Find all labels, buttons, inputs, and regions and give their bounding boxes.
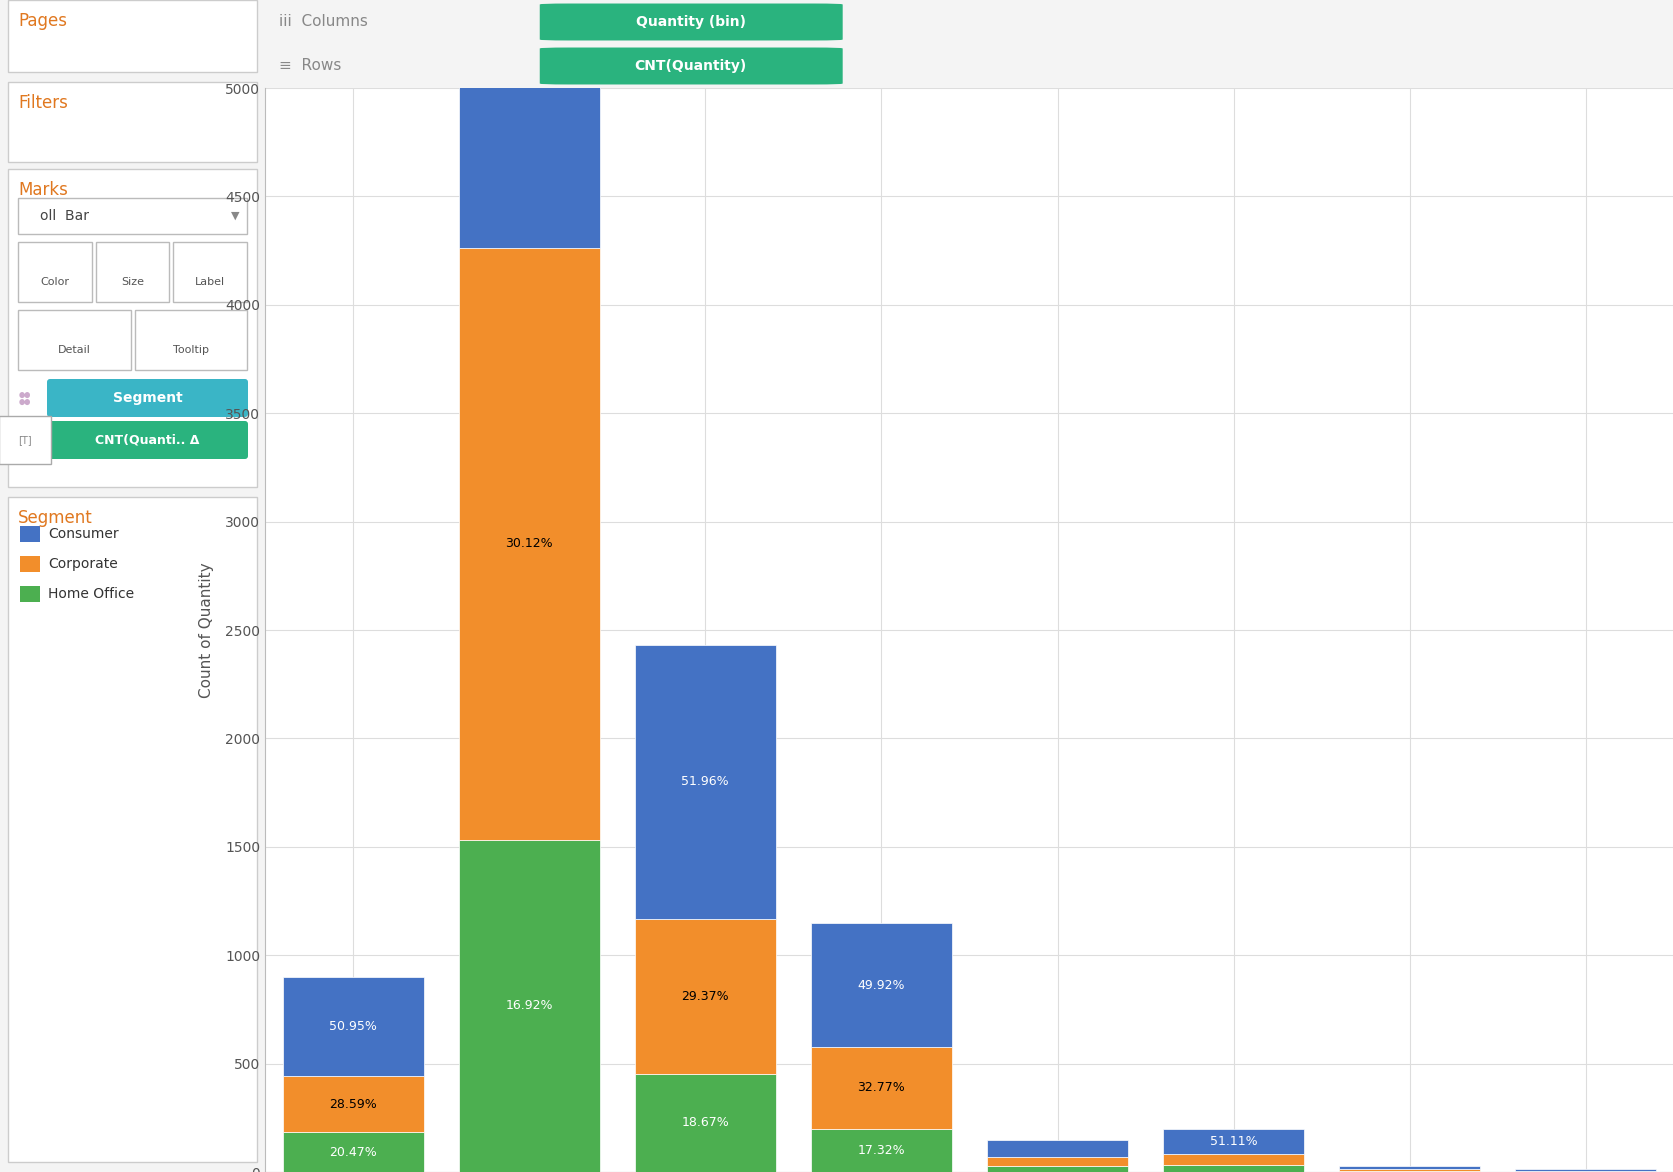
Y-axis label: Count of Quantity: Count of Quantity <box>199 563 214 697</box>
Text: 32.77%: 32.77% <box>857 1082 905 1095</box>
Text: Segment: Segment <box>112 391 182 406</box>
Text: CNT(Quanti.. Δ: CNT(Quanti.. Δ <box>95 434 199 447</box>
Bar <box>174 241 248 302</box>
Text: 50.95%: 50.95% <box>330 1021 376 1034</box>
Text: Marks: Marks <box>18 180 69 199</box>
Text: 20.47%: 20.47% <box>330 1145 376 1159</box>
Text: 16.92%: 16.92% <box>505 1000 552 1013</box>
Bar <box>458 0 599 247</box>
Text: Corporate: Corporate <box>49 557 117 571</box>
Bar <box>283 977 423 1076</box>
Text: 29.37%: 29.37% <box>681 989 729 1003</box>
Bar <box>134 311 248 370</box>
Bar <box>810 1047 952 1129</box>
Text: Tooltip: Tooltip <box>172 345 209 355</box>
Text: Color: Color <box>40 277 69 287</box>
Bar <box>20 586 40 602</box>
Bar <box>810 1129 952 1172</box>
Text: Consumer: Consumer <box>49 527 119 541</box>
Bar <box>8 82 258 162</box>
Text: 28.59%: 28.59% <box>330 1098 376 1111</box>
Text: 51.11%: 51.11% <box>1210 1134 1256 1147</box>
Text: CNT(Quantity): CNT(Quantity) <box>634 59 746 73</box>
Text: Pages: Pages <box>18 12 67 30</box>
Bar <box>458 247 599 839</box>
Bar <box>18 241 92 302</box>
Bar <box>8 169 258 488</box>
Bar <box>810 922 952 1047</box>
Bar <box>634 1074 775 1172</box>
FancyBboxPatch shape <box>539 4 842 41</box>
Bar <box>18 198 248 234</box>
Text: Label: Label <box>196 277 226 287</box>
Bar <box>634 919 775 1074</box>
Bar <box>634 645 775 919</box>
Text: oll  Bar: oll Bar <box>40 209 89 223</box>
Bar <box>20 556 40 572</box>
Text: 51.96%: 51.96% <box>681 776 729 789</box>
FancyBboxPatch shape <box>47 421 248 459</box>
Text: [T]: [T] <box>18 435 32 445</box>
FancyBboxPatch shape <box>47 379 248 417</box>
Text: iii  Columns: iii Columns <box>279 14 368 29</box>
Bar <box>1338 1170 1479 1171</box>
FancyBboxPatch shape <box>539 48 842 84</box>
Bar <box>283 1132 423 1172</box>
Text: Home Office: Home Office <box>49 587 134 601</box>
Bar <box>987 1140 1128 1157</box>
Text: ⬤⬤
⬤⬤: ⬤⬤ ⬤⬤ <box>18 391 32 404</box>
Text: ≡  Rows: ≡ Rows <box>279 59 341 74</box>
Text: Segment: Segment <box>18 509 92 527</box>
Bar <box>8 497 258 1161</box>
Text: Detail: Detail <box>59 345 90 355</box>
Bar <box>987 1157 1128 1166</box>
Text: 18.67%: 18.67% <box>681 1116 729 1130</box>
Text: 30.12%: 30.12% <box>505 537 552 550</box>
Text: Size: Size <box>120 277 144 287</box>
Text: Filters: Filters <box>18 94 69 113</box>
Bar <box>20 526 40 541</box>
Bar <box>1338 1166 1479 1170</box>
Bar <box>987 1166 1128 1172</box>
Bar <box>1163 1130 1303 1153</box>
Text: 17.32%: 17.32% <box>857 1144 905 1157</box>
Text: 49.92%: 49.92% <box>857 979 905 992</box>
Bar <box>95 241 169 302</box>
Text: Quantity (bin): Quantity (bin) <box>636 15 744 29</box>
Bar <box>1163 1153 1303 1165</box>
Bar <box>1163 1165 1303 1172</box>
Bar <box>1514 1170 1655 1171</box>
Text: ▼: ▼ <box>231 211 239 222</box>
Bar <box>458 839 599 1172</box>
Bar <box>18 311 130 370</box>
Bar <box>283 1076 423 1132</box>
Bar <box>8 0 258 71</box>
